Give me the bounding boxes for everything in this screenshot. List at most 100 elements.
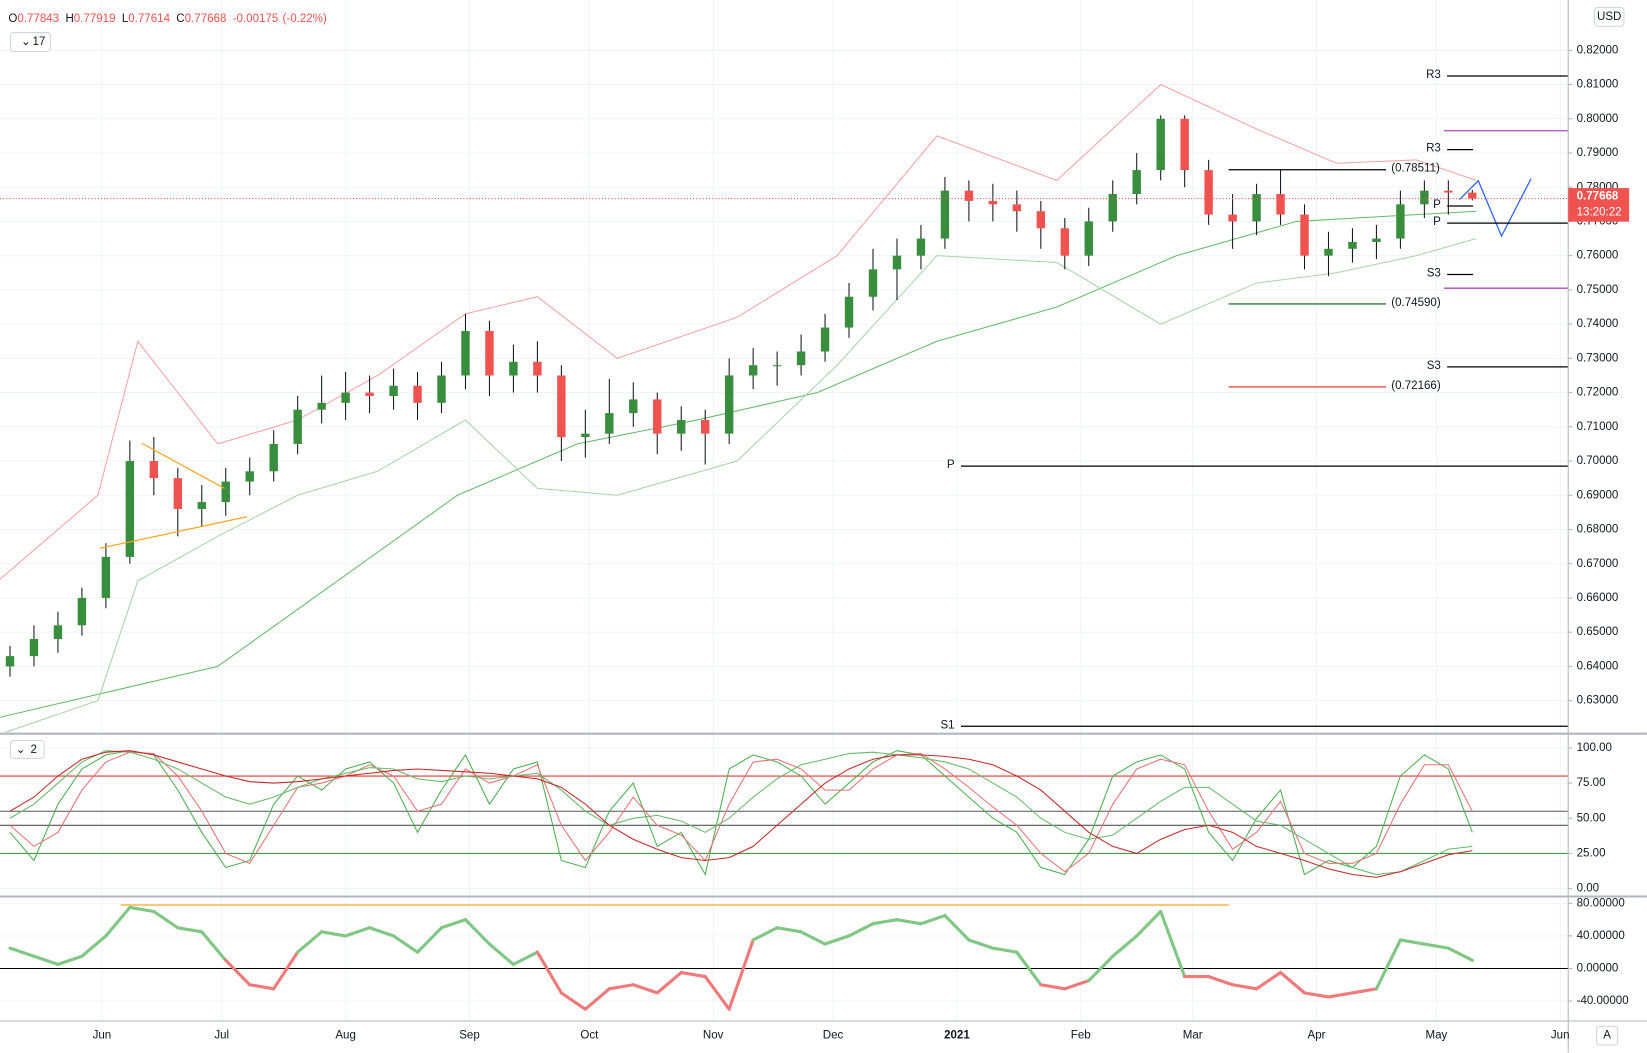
- y-tick-label: 0.82000: [1577, 44, 1619, 56]
- y-tick-label: 0.72000: [1577, 387, 1619, 399]
- y-tick-label: 0.73000: [1577, 352, 1619, 364]
- candle-body: [1180, 118, 1189, 171]
- countdown: 13:20:22: [1577, 206, 1622, 218]
- momentum-segment: [1398, 938, 1426, 946]
- candle-body: [964, 190, 974, 201]
- candle-body: [413, 385, 422, 403]
- momentum-segment: [1326, 991, 1355, 999]
- momentum-segment: [511, 950, 539, 966]
- momentum-pane: [0, 904, 1569, 1011]
- momentum-segment: [847, 922, 875, 938]
- candle-body: [1252, 194, 1261, 222]
- x-tick-label: Jul: [214, 1030, 229, 1042]
- overlay-line: [0, 83, 1477, 580]
- momentum-segment: [1302, 991, 1331, 999]
- candle-body: [1300, 214, 1309, 256]
- candle-body: [605, 413, 614, 434]
- momentum-segment: [775, 926, 803, 934]
- x-tick-label: 2021: [944, 1030, 970, 1042]
- candle-body: [820, 327, 830, 352]
- candle-body: [1228, 214, 1237, 222]
- y-tick-label: 0.68000: [1577, 524, 1619, 536]
- momentum-segment: [487, 942, 515, 966]
- pivot-label: P: [947, 459, 955, 471]
- candle-body: [77, 597, 87, 626]
- currency-button[interactable]: [1593, 6, 1625, 27]
- candle-body: [868, 269, 878, 297]
- trend-line: [141, 442, 225, 489]
- ohlc-key: H: [65, 13, 73, 25]
- momentum-segment: [751, 926, 779, 942]
- y-tick-label: 0.65000: [1577, 626, 1619, 638]
- pivot-label: (0.72166): [1391, 380, 1441, 392]
- y-tick-label: 80.00000: [1577, 897, 1625, 909]
- y-tick-label: 0.69000: [1577, 489, 1619, 501]
- candle-body: [1372, 238, 1381, 242]
- momentum-segment: [1446, 946, 1474, 962]
- momentum-segment: [415, 926, 444, 954]
- momentum-segment: [1015, 950, 1043, 987]
- y-tick-label: 0.00: [1577, 883, 1599, 895]
- candle-body: [629, 399, 638, 414]
- y-tick-label: 75.00: [1577, 777, 1606, 789]
- oscillator-line: [9, 750, 1473, 876]
- candle-body: [1108, 194, 1117, 222]
- candle-body: [365, 392, 374, 397]
- candle-body: [125, 461, 135, 557]
- pane-indicator-toggle[interactable]: [9, 739, 45, 759]
- x-tick-label: Aug: [335, 1030, 356, 1042]
- x-tick-label: Oct: [580, 1030, 599, 1042]
- momentum-segment: [1422, 942, 1450, 950]
- momentum-segment: [80, 934, 108, 958]
- auto-scale-label: A: [1603, 1030, 1611, 1042]
- chevron: ⌄: [21, 36, 31, 48]
- x-tick-label: Mar: [1183, 1030, 1203, 1042]
- x-tick-label: Apr: [1308, 1030, 1326, 1042]
- candle-body: [1324, 248, 1333, 256]
- momentum-segment: [248, 983, 276, 991]
- momentum-segment: [1374, 938, 1402, 991]
- x-tick-label: Feb: [1071, 1030, 1091, 1042]
- candle-body: [173, 478, 183, 509]
- y-tick-label: -40.00000: [1577, 995, 1629, 1007]
- y-tick-label: 0.66000: [1577, 592, 1619, 604]
- momentum-segment: [1039, 983, 1067, 991]
- pivot-label: (0.74590): [1391, 297, 1441, 309]
- candle-body: [341, 392, 350, 403]
- oscillator-line: [9, 750, 1473, 878]
- candle-body: [1396, 204, 1405, 239]
- candle-body: [29, 639, 39, 657]
- momentum-segment: [1159, 909, 1187, 979]
- overlay-line: [4, 238, 1477, 733]
- candle-body: [53, 625, 63, 640]
- momentum-segment: [703, 975, 731, 1011]
- candle-body: [796, 351, 806, 366]
- candle-body: [892, 255, 902, 270]
- momentum-segment: [1350, 987, 1379, 995]
- momentum-segment: [943, 913, 971, 942]
- y-tick-label: 0.74000: [1577, 318, 1619, 330]
- momentum-segment: [1135, 909, 1163, 938]
- momentum-segment: [1254, 970, 1283, 991]
- momentum-segment: [439, 918, 468, 930]
- toolbar: O0.77843 H0.77919 L0.77614 C0.77668 -0.00175…: [8, 6, 1625, 1046]
- momentum-segment: [1111, 934, 1139, 958]
- y-tick-label: 0.67000: [1577, 558, 1619, 570]
- x-tick-label: Dec: [823, 1030, 844, 1042]
- momentum-segment: [1231, 983, 1259, 991]
- last-price: 0.77668: [1577, 191, 1619, 203]
- candle-body: [533, 361, 542, 376]
- ohlc-key: C: [176, 13, 184, 25]
- y-tick-label: 0.71000: [1577, 421, 1619, 433]
- momentum-segment: [991, 946, 1019, 954]
- candle-body: [221, 481, 230, 503]
- momentum-segment: [128, 905, 156, 914]
- trend-line: [99, 516, 248, 549]
- indicator-toggle[interactable]: [9, 32, 51, 52]
- pivot-label: P: [1433, 199, 1441, 211]
- candle-body: [1276, 194, 1285, 215]
- x-tick-label: Sep: [459, 1030, 480, 1042]
- auto-scale-button[interactable]: [1596, 1025, 1619, 1046]
- candle-body: [1468, 192, 1477, 199]
